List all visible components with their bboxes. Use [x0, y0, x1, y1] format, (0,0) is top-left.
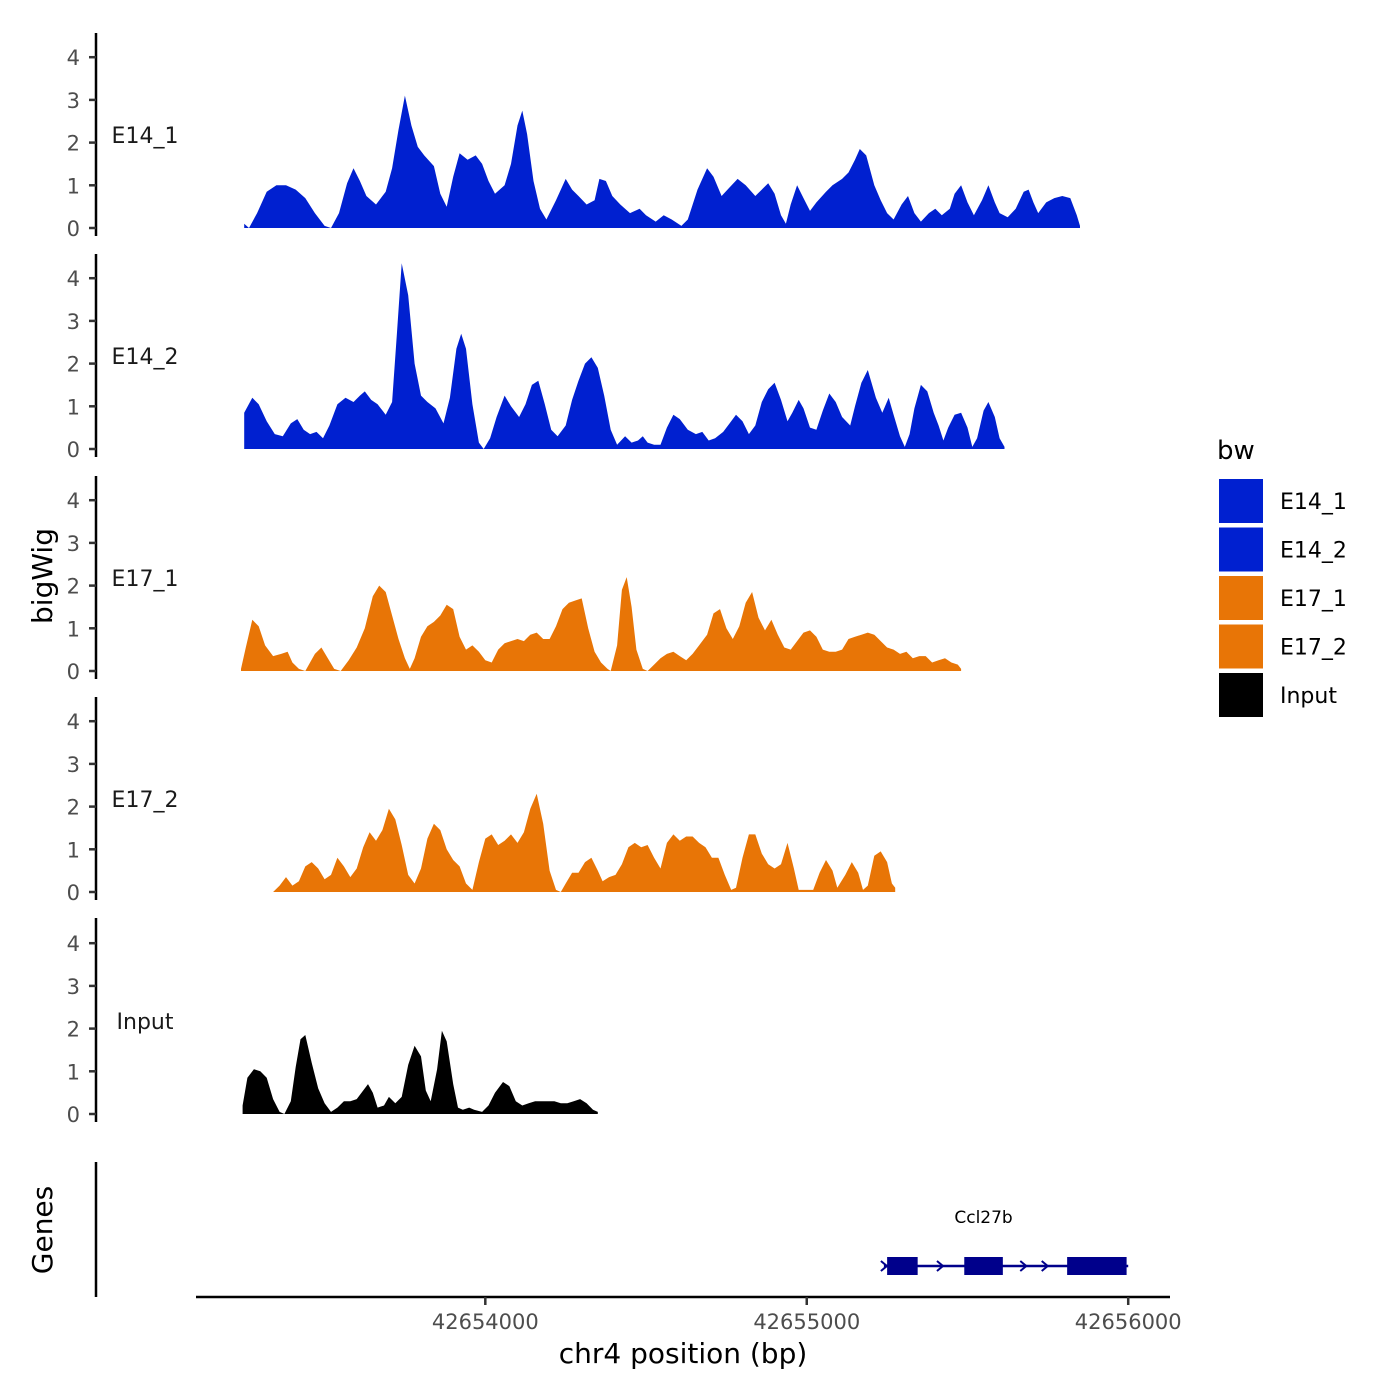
legend-swatch [1219, 624, 1263, 669]
y-tick-label: 3 [67, 310, 80, 334]
x-tick-label: 42654000 [432, 1310, 539, 1334]
track-label: E17_1 [112, 567, 179, 592]
legend-title: bw [1217, 436, 1255, 466]
y-tick-label: 0 [67, 217, 80, 241]
y-tick-label: 2 [67, 353, 80, 377]
signal-area-E17_2 [273, 793, 896, 892]
track-label: Input [117, 1010, 174, 1035]
y-tick-label: 2 [67, 1018, 80, 1042]
legend-label: E14_1 [1280, 490, 1347, 515]
y-tick-label: 1 [67, 1060, 80, 1084]
legend: E14_1 E14_2 E17_1 E17_2 Input [1219, 479, 1347, 717]
y-tick-label: 4 [67, 46, 80, 70]
y-tick-label: 1 [67, 617, 80, 641]
legend-label: E17_2 [1280, 636, 1347, 661]
legend-item-E14_2: E14_2 [1219, 527, 1347, 572]
gene-name-label: Ccl27b [954, 1208, 1012, 1228]
x-axis: 42654000 42655000 42656000 [196, 1295, 1182, 1334]
y-tick-label: 0 [67, 881, 80, 905]
y-tick-label: 4 [67, 710, 80, 734]
legend-item-E17_2: E17_2 [1219, 624, 1347, 669]
signal-area-E14_2 [244, 263, 1005, 449]
y-tick-label: 3 [67, 532, 80, 556]
legend-swatch [1219, 527, 1263, 572]
legend-swatch [1219, 673, 1263, 717]
strand-arrow [880, 1260, 889, 1272]
y-tick-label: 1 [67, 395, 80, 419]
legend-label: Input [1280, 684, 1337, 709]
track-E17_1: 0 1 2 3 4 E17_1 [67, 476, 962, 684]
strand-arrow [1019, 1260, 1028, 1272]
gene-Ccl27b: Ccl27b [880, 1208, 1129, 1275]
legend-item-E14_1: E14_1 [1219, 479, 1347, 523]
y-tick-label: 0 [67, 660, 80, 684]
gene-exon [887, 1257, 918, 1275]
track-E17_2: 0 1 2 3 4 E17_2 [67, 697, 896, 905]
tracks-layer: 0 1 2 3 4 E14_1 0 1 2 3 4 E14_2 0 1 2 3 4 E17_1 0 1 2 3 4 E17_2… [67, 33, 1080, 1127]
strand-arrow [1041, 1260, 1050, 1272]
gene-exon [1067, 1257, 1127, 1275]
track-Input: 0 1 2 3 4 Input [67, 918, 598, 1127]
x-tick-label: 42655000 [753, 1310, 860, 1334]
track-E14_2: 0 1 2 3 4 E14_2 [67, 254, 1005, 462]
y-tick-label: 4 [67, 267, 80, 291]
track-label: E14_1 [112, 124, 179, 149]
y-tick-label: 0 [67, 1103, 80, 1127]
track-label: E14_2 [112, 345, 179, 370]
y-tick-label: 0 [67, 438, 80, 462]
y-tick-label: 3 [67, 89, 80, 113]
y-tick-label: 4 [67, 489, 80, 513]
y-tick-label: 3 [67, 753, 80, 777]
gene-exon [964, 1257, 1003, 1275]
y-tick-label: 1 [67, 838, 80, 862]
y-tick-label: 2 [67, 575, 80, 599]
y-axis-title-tracks: bigWig [26, 528, 59, 624]
signal-area-Input [242, 1030, 598, 1114]
legend-label: E14_2 [1280, 539, 1347, 564]
signal-area-E17_1 [241, 577, 962, 671]
x-tick-label: 42656000 [1075, 1310, 1182, 1334]
strand-arrow [936, 1260, 945, 1272]
track-label: E17_2 [112, 788, 179, 813]
legend-swatch [1219, 576, 1263, 620]
legend-label: E17_1 [1280, 587, 1347, 612]
y-tick-label: 1 [67, 174, 80, 198]
y-tick-label: 4 [67, 932, 80, 956]
genes-panel: Ccl27b [94, 1162, 1129, 1297]
legend-item-E17_1: E17_1 [1219, 576, 1347, 620]
legend-swatch [1219, 479, 1263, 523]
y-tick-label: 2 [67, 132, 80, 156]
x-axis-title: chr4 position (bp) [559, 1337, 808, 1370]
y-axis-title-genes: Genes [26, 1186, 59, 1274]
legend-item-Input: Input [1219, 673, 1337, 717]
track-E14_1: 0 1 2 3 4 E14_1 [67, 33, 1080, 241]
y-tick-label: 3 [67, 975, 80, 999]
y-tick-label: 2 [67, 796, 80, 820]
signal-area-E14_1 [244, 95, 1080, 228]
